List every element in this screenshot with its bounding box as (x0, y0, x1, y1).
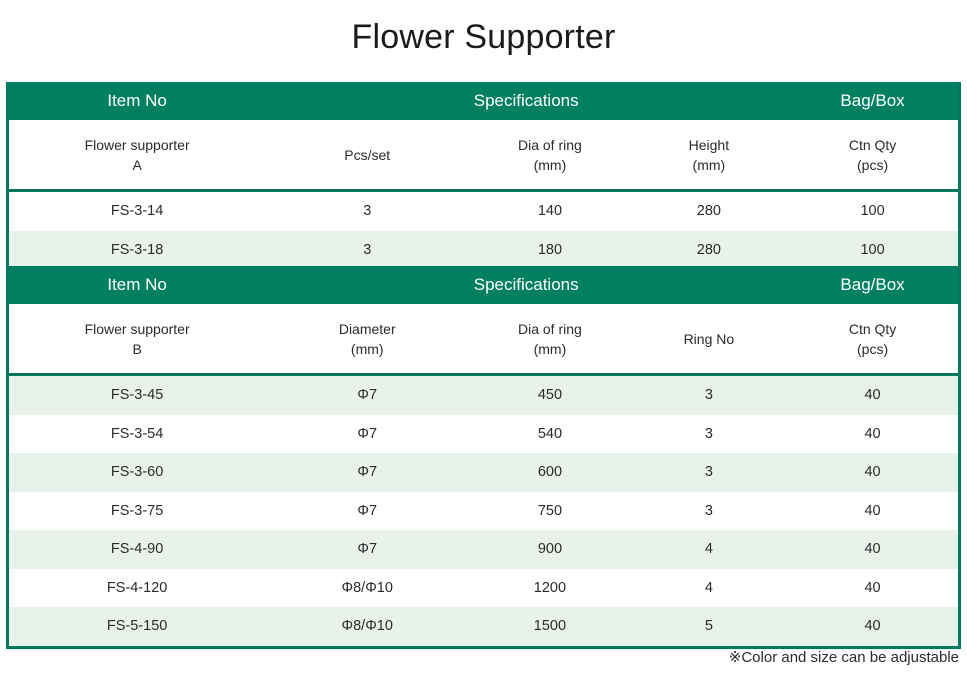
table-b-subheader-row: Flower supporter B Diameter (mm) Dia of … (9, 304, 958, 376)
cell-item-no: FS-4-90 (110, 541, 164, 557)
subheader-line-2: (mm) (533, 156, 567, 173)
cell-item-no: FS-3-14 (110, 203, 164, 219)
table-a-header-item-no: Item No (107, 91, 167, 110)
cell-item-no: FS-3-54 (110, 425, 164, 442)
cell-dia-of-ring: 140 (537, 203, 563, 219)
subheader-line-2: (mm) (350, 340, 384, 357)
cell-diameter: Φ8/Φ10 (341, 579, 393, 596)
table-row: FS-3-18 3 180 280 100 (9, 230, 958, 269)
subheader-line-1: Ring No (683, 330, 735, 347)
subheader-line-2: A (132, 156, 142, 173)
table-b-subheader-col-2: Dia of ring (mm) (469, 319, 630, 359)
table-a-header-specifications: Specifications (473, 91, 579, 110)
table-a-header-band: Item No Specifications Bag/Box (9, 82, 958, 120)
cell-diameter: Φ7 (357, 425, 378, 442)
cell-ctn-qty: 40 (864, 502, 881, 519)
cell-ring-no: 3 (704, 464, 713, 480)
cell-item-no: FS-3-75 (110, 502, 164, 519)
subheader-line-1: Flower supporter (84, 320, 190, 337)
table-b-header-band: Item No Specifications Bag/Box (9, 266, 958, 304)
table-a-subheader-col-4: Ctn Qty (pcs) (787, 135, 958, 175)
table-b-subheader-col-1: Diameter (mm) (265, 319, 469, 359)
table-a-subheader-col-2: Dia of ring (mm) (469, 135, 630, 175)
cell-ring-no: 3 (704, 387, 713, 403)
subheader-line-1: Pcs/set (344, 146, 391, 163)
table-b-header-specifications: Specifications (473, 275, 579, 294)
cell-diameter: Φ7 (357, 541, 378, 557)
cell-diameter: Φ7 (357, 464, 378, 480)
cell-dia-of-ring: 180 (537, 241, 563, 258)
table-row: FS-3-45 Φ7 450 3 40 (9, 376, 958, 415)
table-b-subheader-col-0: Flower supporter B (9, 319, 265, 359)
table-row: FS-3-60 Φ7 600 3 40 (9, 453, 958, 492)
subheader-line-1: Height (688, 136, 730, 153)
footnote-note: ※Color and size can be adjustable (728, 649, 959, 666)
cell-ctn-qty: 100 (860, 241, 885, 258)
cell-pcs-set: 3 (363, 241, 372, 258)
page-title: Flower Supporter (351, 18, 616, 56)
cell-dia-of-ring: 750 (537, 502, 563, 519)
table-b-header-bag-box: Bag/Box (840, 275, 905, 294)
cell-ring-no: 3 (704, 502, 713, 519)
cell-ctn-qty: 40 (864, 425, 881, 442)
cell-dia-of-ring: 1500 (533, 618, 567, 634)
cell-diameter: Φ8/Φ10 (341, 618, 393, 634)
subheader-line-1: Ctn Qty (848, 136, 897, 153)
subheader-line-2: (pcs) (857, 340, 889, 357)
cell-height: 280 (696, 203, 721, 219)
cell-item-no: FS-3-18 (110, 241, 164, 258)
subheader-line-1: Diameter (338, 320, 396, 337)
table-row: FS-5-150 Φ8/Φ10 1500 5 40 (9, 607, 958, 646)
cell-diameter: Φ7 (357, 387, 378, 403)
table-a-header-bag-box: Bag/Box (840, 91, 905, 110)
cell-ctn-qty: 40 (864, 541, 881, 557)
cell-ring-no: 4 (704, 579, 713, 596)
cell-item-no: FS-3-45 (110, 387, 164, 403)
cell-pcs-set: 3 (363, 203, 372, 219)
cell-ctn-qty: 40 (864, 579, 881, 596)
table-b-subheader-col-4: Ctn Qty (pcs) (787, 319, 958, 359)
cell-ctn-qty: 40 (864, 387, 881, 403)
cell-item-no: FS-4-120 (106, 579, 168, 596)
subheader-line-1: Ctn Qty (848, 320, 897, 337)
subheader-line-2: (pcs) (857, 156, 889, 173)
cell-ring-no: 3 (704, 425, 713, 442)
cell-dia-of-ring: 600 (537, 464, 563, 480)
cell-height: 280 (696, 241, 721, 258)
subheader-line-2: (mm) (533, 340, 567, 357)
table-a-subheader-col-0: Flower supporter A (9, 135, 265, 175)
subheader-line-1: Dia of ring (518, 136, 582, 153)
cell-dia-of-ring: 900 (537, 541, 563, 557)
cell-dia-of-ring: 450 (537, 387, 563, 403)
cell-ctn-qty: 100 (860, 203, 885, 219)
cell-ring-no: 4 (704, 541, 713, 557)
subheader-line-2: (mm) (692, 156, 726, 173)
table-a-subheader-col-1: Pcs/set (265, 145, 469, 165)
table-a-body: FS-3-14 3 140 280 100 FS-3-18 3 180 280 … (9, 192, 958, 269)
cell-item-no: FS-3-60 (110, 464, 164, 480)
table-row: FS-4-120 Φ8/Φ10 1200 4 40 (9, 568, 958, 607)
subheader-line-2: B (132, 340, 142, 357)
cell-ctn-qty: 40 (864, 618, 881, 634)
cell-diameter: Φ7 (357, 502, 378, 519)
table-row: FS-3-75 Φ7 750 3 40 (9, 491, 958, 530)
table-a-subheader-col-3: Height (mm) (631, 135, 788, 175)
spec-table-b: Item No Specifications Bag/Box Flower su… (6, 266, 961, 649)
spec-table-a: Item No Specifications Bag/Box Flower su… (6, 82, 961, 269)
subheader-line-1: Flower supporter (84, 136, 190, 153)
table-b-subheader-col-3: Ring No (631, 329, 788, 349)
table-b-header-item-no: Item No (107, 275, 167, 294)
table-row: FS-3-14 3 140 280 100 (9, 192, 958, 231)
cell-item-no: FS-5-150 (106, 618, 168, 634)
cell-dia-of-ring: 1200 (533, 579, 567, 596)
cell-dia-of-ring: 540 (537, 425, 563, 442)
cell-ctn-qty: 40 (864, 464, 881, 480)
table-row: FS-4-90 Φ7 900 4 40 (9, 530, 958, 569)
cell-ring-no: 5 (704, 618, 713, 634)
table-row: FS-3-54 Φ7 540 3 40 (9, 414, 958, 453)
subheader-line-1: Dia of ring (518, 320, 582, 337)
table-b-body: FS-3-45 Φ7 450 3 40 FS-3-54 Φ7 540 3 40 … (9, 376, 958, 649)
table-a-subheader-row: Flower supporter A Pcs/set Dia of ring (… (9, 120, 958, 192)
